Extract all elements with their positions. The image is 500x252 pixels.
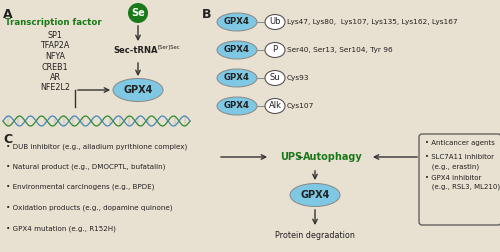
Text: C: C bbox=[3, 133, 12, 146]
Text: GPX4: GPX4 bbox=[224, 102, 250, 110]
Text: • DUB inhibitor (e.g., alladium pyrithione complex): • DUB inhibitor (e.g., alladium pyrithio… bbox=[6, 143, 187, 149]
Text: Autophagy: Autophagy bbox=[303, 152, 363, 162]
Text: • GPX4 mutation (e.g., R152H): • GPX4 mutation (e.g., R152H) bbox=[6, 225, 116, 232]
Text: Ser40, Ser13, Ser104, Tyr 96: Ser40, Ser13, Ser104, Tyr 96 bbox=[287, 47, 393, 53]
Text: GPX4: GPX4 bbox=[124, 85, 152, 95]
Text: • Environmental carcinogens (e.g., BPDE): • Environmental carcinogens (e.g., BPDE) bbox=[6, 184, 154, 191]
Text: (e.g., erastin): (e.g., erastin) bbox=[425, 163, 479, 170]
Ellipse shape bbox=[265, 43, 285, 57]
Ellipse shape bbox=[265, 99, 285, 113]
Ellipse shape bbox=[217, 13, 257, 31]
Text: • Oxidation products (e.g., dopamine quinone): • Oxidation products (e.g., dopamine qui… bbox=[6, 205, 172, 211]
Text: [Ser]Sec: [Ser]Sec bbox=[158, 44, 180, 49]
Ellipse shape bbox=[265, 15, 285, 29]
Text: Alk: Alk bbox=[268, 102, 281, 110]
Text: AR: AR bbox=[50, 73, 60, 82]
Ellipse shape bbox=[217, 97, 257, 115]
Text: TFAP2A: TFAP2A bbox=[40, 42, 70, 50]
Text: UPS: UPS bbox=[280, 152, 302, 162]
Text: NFYA: NFYA bbox=[45, 52, 65, 61]
FancyBboxPatch shape bbox=[419, 134, 500, 225]
Text: GPX4: GPX4 bbox=[224, 46, 250, 54]
Text: • SLC7A11 inhibitor: • SLC7A11 inhibitor bbox=[425, 154, 494, 160]
Ellipse shape bbox=[290, 183, 340, 206]
Text: Su: Su bbox=[270, 74, 280, 82]
Ellipse shape bbox=[265, 71, 285, 85]
Text: Lys47, Lys80,  Lys107, Lys135, Lys162, Lys167: Lys47, Lys80, Lys107, Lys135, Lys162, Ly… bbox=[287, 19, 458, 25]
Text: P: P bbox=[272, 46, 278, 54]
Text: CREB1: CREB1 bbox=[42, 62, 68, 72]
Text: Ub: Ub bbox=[269, 17, 281, 26]
Text: Protein degradation: Protein degradation bbox=[275, 231, 355, 240]
Text: Transcription factor: Transcription factor bbox=[5, 18, 102, 27]
Text: Cys93: Cys93 bbox=[287, 75, 310, 81]
Text: NFE2L2: NFE2L2 bbox=[40, 83, 70, 92]
Text: B: B bbox=[202, 8, 211, 21]
Text: Sec-tRNA: Sec-tRNA bbox=[114, 46, 158, 55]
Text: GPX4: GPX4 bbox=[224, 74, 250, 82]
Text: • GPX4 inhibitor: • GPX4 inhibitor bbox=[425, 175, 482, 181]
Circle shape bbox=[128, 3, 148, 23]
Ellipse shape bbox=[113, 79, 163, 102]
Ellipse shape bbox=[217, 69, 257, 87]
Text: A: A bbox=[3, 8, 13, 21]
Text: (e.g., RSL3, ML210): (e.g., RSL3, ML210) bbox=[425, 184, 500, 191]
Text: SP1: SP1 bbox=[48, 31, 62, 40]
Text: GPX4: GPX4 bbox=[300, 190, 330, 200]
Text: GPX4: GPX4 bbox=[224, 17, 250, 26]
Text: • Natural product (e.g., DMOCPTL, bufatalin): • Natural product (e.g., DMOCPTL, bufata… bbox=[6, 164, 166, 170]
Text: Cys107: Cys107 bbox=[287, 103, 314, 109]
Ellipse shape bbox=[217, 41, 257, 59]
Text: Se: Se bbox=[131, 8, 145, 18]
Text: • Anticancer agents: • Anticancer agents bbox=[425, 140, 495, 146]
